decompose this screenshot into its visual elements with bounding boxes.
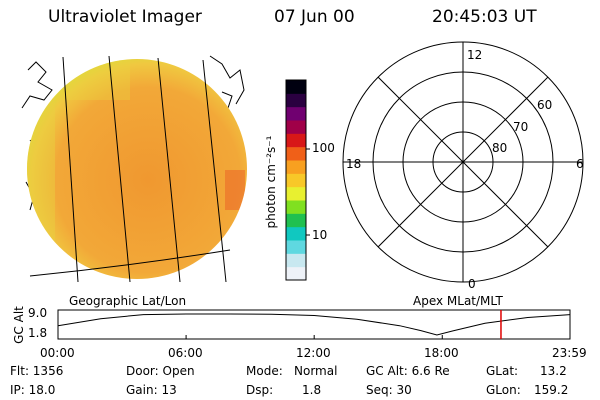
info-glon-label: GLon: — [486, 383, 521, 397]
mlt-label-0: 0 — [468, 277, 476, 291]
colorbar-band — [286, 146, 306, 161]
geographic-caption: Geographic Lat/Lon — [69, 294, 187, 308]
colorbar-band — [286, 120, 306, 134]
colorbar-band — [286, 253, 306, 268]
colorbar-band — [286, 240, 306, 254]
colorbar-band — [286, 226, 306, 241]
mlt-label-18: 18 — [346, 157, 362, 171]
info-seq: Seq: 30 — [366, 383, 412, 397]
apex-caption: Apex MLat/MLT — [413, 294, 503, 308]
mlt-label-6: 6 — [576, 157, 584, 171]
info-glat-label: GLat: — [486, 364, 519, 378]
alt-ylabel: GC Alt — [12, 306, 26, 344]
geographic-map — [21, 55, 247, 283]
image-time: 20:45:03 UT — [432, 7, 537, 27]
info-glon-value: 159.2 — [534, 383, 569, 397]
alt-xtick-1200: 12:00 — [296, 346, 331, 360]
info-dsp-label: Dsp: — [246, 383, 274, 397]
info-gain: Gain: 13 — [126, 383, 177, 397]
alt-ytick-max: 9.0 — [28, 306, 48, 320]
colorbar-unit-label: photon cm⁻²s⁻¹ — [264, 135, 278, 229]
colorbar — [285, 79, 310, 281]
info-flt: Flt: 1356 — [10, 364, 64, 378]
mlat-label-60: 60 — [537, 98, 553, 112]
colorbar-band — [286, 186, 306, 201]
info-mode-label: Mode: — [246, 364, 283, 378]
altitude-plot — [57, 309, 571, 340]
alt-xtick-0600: 06:00 — [168, 346, 203, 360]
instrument-title: Ultraviolet Imager — [48, 7, 202, 27]
colorbar-band — [286, 106, 306, 121]
info-ip: IP: 18.0 — [10, 383, 56, 397]
colorbar-band — [286, 160, 306, 174]
info-dsp-value: 1.8 — [302, 383, 322, 397]
polar-plot — [342, 41, 584, 283]
info-door: Door: Open — [126, 364, 195, 378]
altitude-curve — [57, 313, 571, 336]
colorbar-band — [286, 200, 306, 214]
info-glat-value: 13.2 — [540, 364, 567, 378]
mlt-label-12: 12 — [467, 48, 483, 62]
alt-xtick-2359: 23:59 — [552, 346, 587, 360]
colorbar-band — [286, 80, 306, 94]
mlat-label-80: 80 — [492, 141, 508, 155]
colorbar-tick-10: 10 — [312, 228, 328, 242]
alt-ytick-min: 1.8 — [28, 326, 48, 340]
mlat-label-70: 70 — [513, 120, 529, 134]
colorbar-band — [286, 93, 306, 108]
image-date: 07 Jun 00 — [274, 7, 355, 27]
colorbar-band — [286, 266, 306, 281]
info-mode-value: Normal — [294, 364, 338, 378]
alt-xtick-0000: 00:00 — [40, 346, 75, 360]
colorbar-band — [286, 133, 306, 148]
colorbar-band — [286, 213, 306, 228]
uv-disk — [27, 59, 247, 279]
alt-xtick-1800: 18:00 — [424, 346, 459, 360]
colorbar-tick-100: 100 — [312, 141, 335, 155]
lat-lon-grid — [29, 55, 231, 283]
colorbar-band — [286, 173, 306, 188]
info-gc-alt: GC Alt: 6.6 Re — [366, 364, 450, 378]
